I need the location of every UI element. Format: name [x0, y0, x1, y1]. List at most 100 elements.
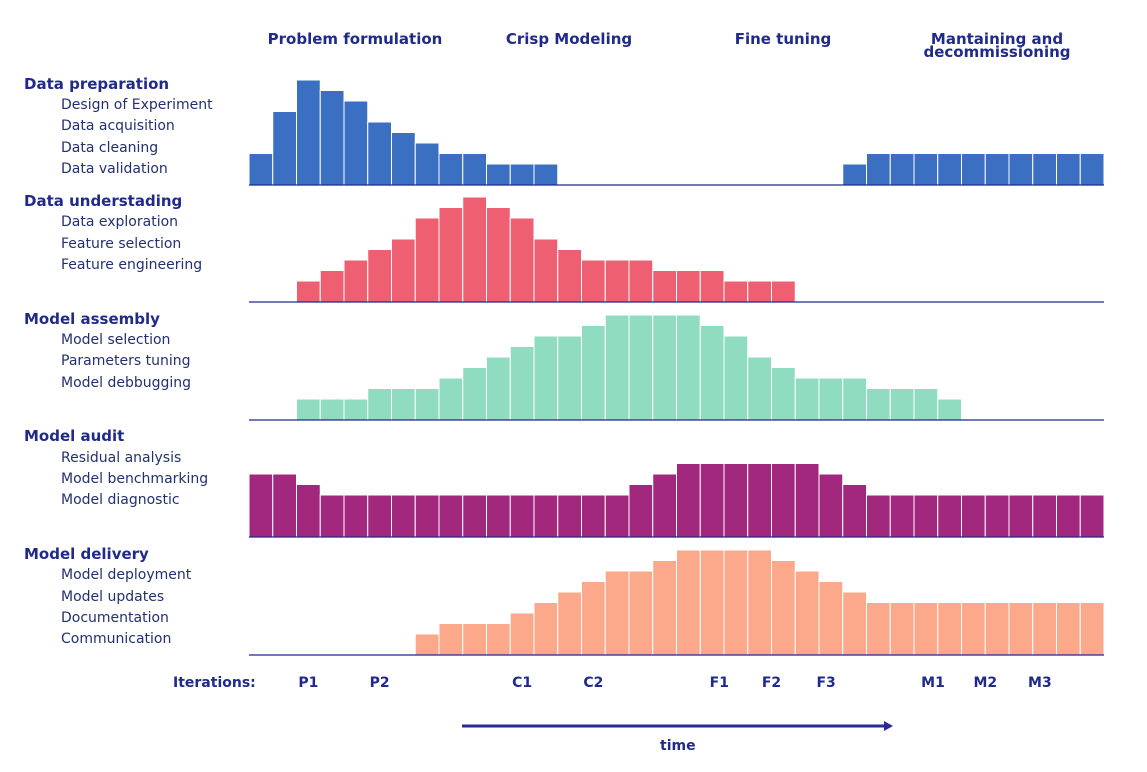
bar-data-understading-15	[581, 259, 606, 303]
phase-fine-tuning: Fine tuning	[734, 30, 832, 48]
bar-model-audit-23	[771, 463, 796, 538]
bar-model-audit-31	[961, 494, 986, 538]
bar-data-preparation-8	[414, 142, 440, 186]
bar-model-audit-9	[438, 494, 464, 538]
task-feature-engineering: Feature engineering	[61, 257, 203, 273]
bar-model-audit-33	[1008, 494, 1034, 538]
bar-model-audit-24	[794, 463, 820, 538]
bar-data-preparation-4	[319, 90, 345, 186]
bar-data-preparation-32	[984, 153, 1010, 186]
bar-data-preparation-2	[272, 111, 297, 186]
bar-data-preparation-28	[889, 153, 915, 186]
bar-model-delivery-15	[581, 581, 606, 656]
bar-model-delivery-35	[1056, 602, 1081, 656]
bar-data-preparation-33	[1008, 153, 1034, 186]
bar-model-audit-30	[937, 494, 962, 538]
bar-model-audit-10	[462, 494, 487, 538]
bar-data-understading-17	[628, 259, 654, 303]
bar-model-delivery-8	[414, 633, 440, 656]
bar-model-assembly-8	[414, 388, 440, 421]
bar-model-delivery-23	[771, 560, 796, 656]
task-design-of-experiment: Design of Experiment	[61, 97, 213, 113]
bar-model-delivery-31	[961, 602, 986, 656]
task-model-updates: Model updates	[61, 589, 165, 605]
bar-model-assembly-30	[937, 398, 962, 421]
bar-data-understading-20	[699, 270, 725, 303]
bar-data-preparation-10	[462, 153, 487, 186]
bar-model-delivery-21	[723, 549, 749, 656]
category-model-audit: Model audit	[24, 427, 125, 445]
bar-model-assembly-29	[913, 388, 939, 421]
bar-data-understading-6	[367, 249, 392, 303]
bar-model-delivery-10	[462, 623, 487, 656]
bar-model-delivery-20	[699, 549, 725, 656]
iteration-c1: C1	[512, 675, 533, 691]
bar-model-audit-19	[676, 463, 701, 538]
bar-data-understading-22	[747, 280, 772, 303]
bar-model-delivery-26	[842, 591, 867, 656]
bar-data-preparation-34	[1032, 153, 1057, 186]
bar-model-assembly-26	[842, 377, 867, 421]
time-label: time	[660, 738, 696, 754]
bar-model-assembly-4	[319, 398, 345, 421]
bar-model-audit-22	[747, 463, 772, 538]
bar-model-assembly-23	[771, 367, 796, 421]
iteration-f1: F1	[709, 675, 729, 691]
bar-model-assembly-19	[676, 314, 701, 421]
bar-model-assembly-9	[438, 377, 464, 421]
bar-data-preparation-6	[367, 121, 392, 186]
bar-data-understading-16	[604, 259, 630, 303]
bar-model-audit-14	[557, 494, 582, 538]
bar-model-audit-2	[272, 473, 297, 538]
task-model-diagnostic: Model diagnostic	[61, 492, 180, 508]
bar-model-audit-16	[604, 494, 630, 538]
bar-model-assembly-5	[343, 398, 369, 421]
bar-model-audit-3	[296, 484, 321, 538]
bar-model-delivery-34	[1032, 602, 1057, 656]
bar-model-assembly-21	[723, 335, 749, 421]
bar-data-preparation-3	[296, 79, 321, 186]
task-model-deployment: Model deployment	[61, 567, 192, 583]
bar-model-audit-18	[652, 473, 677, 538]
bar-model-delivery-27	[866, 602, 891, 656]
bar-model-delivery-36	[1079, 602, 1105, 656]
bar-model-delivery-11	[486, 623, 511, 656]
bar-model-delivery-30	[937, 602, 962, 656]
phase-maintaining: Mantaining and decommissioning	[923, 30, 1071, 61]
phase-crisp-modeling: Crisp Modeling	[505, 30, 633, 48]
phase-problem-formulation: Problem formulation	[267, 30, 443, 48]
bar-model-audit-25	[818, 473, 844, 538]
bar-data-understading-11	[486, 207, 511, 303]
task-data-acquisition: Data acquisition	[61, 118, 175, 134]
bar-model-audit-28	[889, 494, 915, 538]
task-data-exploration: Data exploration	[61, 214, 179, 230]
bar-data-understading-23	[771, 280, 796, 303]
time-arrow-head	[884, 721, 893, 731]
bar-model-assembly-25	[818, 377, 844, 421]
bar-model-delivery-19	[676, 549, 701, 656]
iteration-m2: M2	[973, 675, 998, 691]
bar-model-audit-13	[533, 494, 559, 538]
category-data-preparation: Data preparation	[24, 75, 170, 93]
task-parameters-tuning: Parameters tuning	[61, 353, 191, 369]
bar-model-delivery-16	[604, 570, 630, 656]
bar-data-preparation-7	[391, 132, 416, 186]
bar-model-audit-12	[509, 494, 535, 538]
bar-data-understading-13	[533, 238, 559, 303]
iteration-p1: P1	[298, 675, 319, 691]
bar-model-audit-20	[699, 463, 725, 538]
bar-data-understading-10	[462, 196, 487, 303]
bar-data-understading-19	[676, 270, 701, 303]
iteration-f2: F2	[761, 675, 782, 691]
bar-data-understading-21	[723, 280, 749, 303]
task-model-debugging: Model debbugging	[61, 375, 192, 391]
category-model-delivery: Model delivery	[24, 545, 149, 563]
task-model-benchmarking: Model benchmarking	[61, 471, 209, 487]
iteration-m3: M3	[1028, 675, 1052, 691]
iterations-label: Iterations:	[173, 675, 256, 691]
bar-model-assembly-22	[747, 356, 772, 421]
bar-model-audit-27	[866, 494, 891, 538]
iteration-c2: C2	[583, 675, 604, 691]
bar-data-preparation-12	[509, 163, 535, 186]
